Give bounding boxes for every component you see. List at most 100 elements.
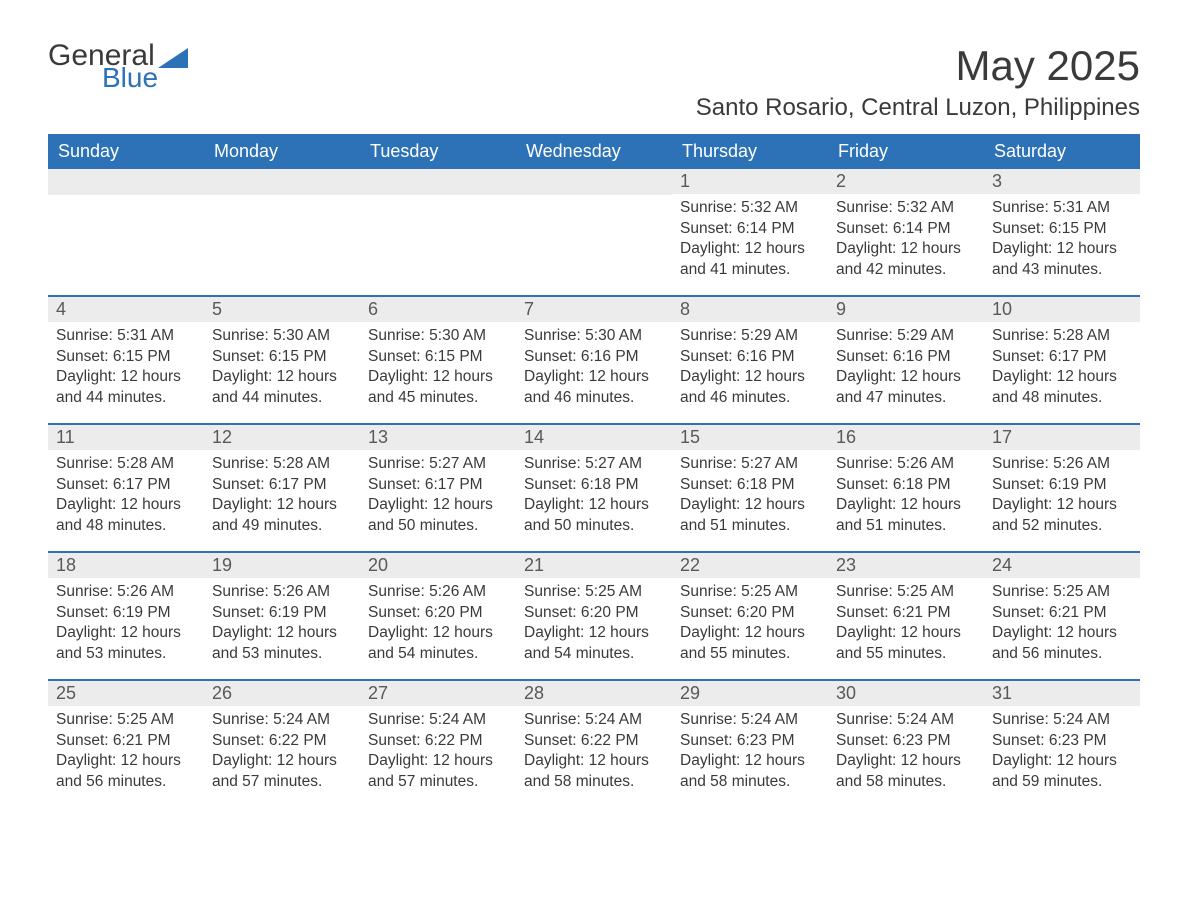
day-details: Sunrise: 5:26 AMSunset: 6:20 PMDaylight:… (360, 578, 516, 668)
day-details: Sunrise: 5:32 AMSunset: 6:14 PMDaylight:… (828, 194, 984, 284)
sunset-text: Sunset: 6:23 PM (992, 731, 1134, 751)
sunset-text: Sunset: 6:14 PM (680, 219, 822, 239)
day-number: 8 (672, 297, 828, 322)
calendar-header-cell: Sunday (48, 134, 204, 169)
daylight-text: Daylight: 12 hours and 53 minutes. (212, 623, 354, 664)
sunrise-text: Sunrise: 5:26 AM (212, 582, 354, 602)
day-number: 5 (204, 297, 360, 322)
sunrise-text: Sunrise: 5:24 AM (368, 710, 510, 730)
sunset-text: Sunset: 6:14 PM (836, 219, 978, 239)
calendar-day-cell: 7Sunrise: 5:30 AMSunset: 6:16 PMDaylight… (516, 297, 672, 423)
day-details: Sunrise: 5:25 AMSunset: 6:21 PMDaylight:… (828, 578, 984, 668)
calendar-header-cell: Monday (204, 134, 360, 169)
daylight-text: Daylight: 12 hours and 50 minutes. (524, 495, 666, 536)
daylight-text: Daylight: 12 hours and 58 minutes. (836, 751, 978, 792)
calendar-day-cell: 26Sunrise: 5:24 AMSunset: 6:22 PMDayligh… (204, 681, 360, 807)
daylight-text: Daylight: 12 hours and 46 minutes. (680, 367, 822, 408)
sunrise-text: Sunrise: 5:28 AM (992, 326, 1134, 346)
day-number: 14 (516, 425, 672, 450)
sunrise-text: Sunrise: 5:25 AM (56, 710, 198, 730)
sunset-text: Sunset: 6:18 PM (524, 475, 666, 495)
calendar-day-cell: 14 Sunrise: 5:27 AMSunset: 6:18 PMDayligh… (516, 425, 672, 551)
daylight-text: Daylight: 12 hours and 51 minutes. (680, 495, 822, 536)
daylight-text: Daylight: 12 hours and 51 minutes. (836, 495, 978, 536)
day-number: 6 (360, 297, 516, 322)
calendar-day-cell: 28Sunrise: 5:24 AMSunset: 6:22 PMDayligh… (516, 681, 672, 807)
daylight-text: Daylight: 12 hours and 41 minutes. (680, 239, 822, 280)
logo-text: General Blue (48, 42, 158, 90)
sunrise-text: Sunrise: 5:24 AM (524, 710, 666, 730)
calendar-day-cell (48, 169, 204, 295)
sunset-text: Sunset: 6:15 PM (368, 347, 510, 367)
sunset-text: Sunset: 6:23 PM (680, 731, 822, 751)
day-details: Sunrise: 5:24 AMSunset: 6:22 PMDaylight:… (516, 706, 672, 796)
sunrise-text: Sunrise: 5:26 AM (368, 582, 510, 602)
day-number: 1 (672, 169, 828, 194)
sunrise-text: Sunrise: 5:24 AM (992, 710, 1134, 730)
calendar-day-cell: 20Sunrise: 5:26 AMSunset: 6:20 PMDayligh… (360, 553, 516, 679)
day-number: 12 (204, 425, 360, 450)
page-subtitle: Santo Rosario, Central Luzon, Philippine… (48, 94, 1140, 122)
day-number: 18 (48, 553, 204, 578)
sunset-text: Sunset: 6:21 PM (56, 731, 198, 751)
day-details: Sunrise: 5:29 AMSunset: 6:16 PMDaylight:… (828, 322, 984, 412)
daylight-text: Daylight: 12 hours and 47 minutes. (836, 367, 978, 408)
daylight-text: Daylight: 12 hours and 45 minutes. (368, 367, 510, 408)
daylight-text: Daylight: 12 hours and 55 minutes. (836, 623, 978, 664)
sunrise-text: Sunrise: 5:29 AM (836, 326, 978, 346)
daylight-text: Daylight: 12 hours and 43 minutes. (992, 239, 1134, 280)
calendar-header-cell: Saturday (984, 134, 1140, 169)
sunrise-text: Sunrise: 5:27 AM (524, 454, 666, 474)
daylight-text: Daylight: 12 hours and 56 minutes. (992, 623, 1134, 664)
daylight-text: Daylight: 12 hours and 57 minutes. (212, 751, 354, 792)
daylight-text: Daylight: 12 hours and 44 minutes. (212, 367, 354, 408)
day-details: Sunrise: 5:28 AMSunset: 6:17 PMDaylight:… (204, 450, 360, 540)
calendar-week: 11Sunrise: 5:28 AMSunset: 6:17 PMDayligh… (48, 423, 1140, 551)
sunrise-text: Sunrise: 5:32 AM (836, 198, 978, 218)
day-number: 27 (360, 681, 516, 706)
calendar-day-cell: 8Sunrise: 5:29 AMSunset: 6:16 PMDaylight… (672, 297, 828, 423)
day-details: Sunrise: 5:24 AMSunset: 6:23 PMDaylight:… (984, 706, 1140, 796)
calendar-day-cell: 19Sunrise: 5:26 AMSunset: 6:19 PMDayligh… (204, 553, 360, 679)
calendar-day-cell: 6Sunrise: 5:30 AMSunset: 6:15 PMDaylight… (360, 297, 516, 423)
sunrise-text: Sunrise: 5:24 AM (836, 710, 978, 730)
day-number: 15 (672, 425, 828, 450)
daylight-text: Daylight: 12 hours and 52 minutes. (992, 495, 1134, 536)
sunrise-text: Sunrise: 5:26 AM (836, 454, 978, 474)
sunrise-text: Sunrise: 5:32 AM (680, 198, 822, 218)
sunrise-text: Sunrise: 5:28 AM (56, 454, 198, 474)
day-details: Sunrise: 5:25 AMSunset: 6:21 PMDaylight:… (984, 578, 1140, 668)
sunrise-text: Sunrise: 5:27 AM (680, 454, 822, 474)
calendar-day-cell: 29Sunrise: 5:24 AMSunset: 6:23 PMDayligh… (672, 681, 828, 807)
day-details: Sunrise: 5:25 AMSunset: 6:21 PMDaylight:… (48, 706, 204, 796)
calendar-day-cell: 13Sunrise: 5:27 AMSunset: 6:17 PMDayligh… (360, 425, 516, 551)
day-number: 29 (672, 681, 828, 706)
calendar-day-cell: 21Sunrise: 5:25 AMSunset: 6:20 PMDayligh… (516, 553, 672, 679)
day-details: Sunrise: 5:24 AMSunset: 6:23 PMDaylight:… (828, 706, 984, 796)
sunset-text: Sunset: 6:16 PM (524, 347, 666, 367)
sunset-text: Sunset: 6:21 PM (836, 603, 978, 623)
calendar-day-cell: 9Sunrise: 5:29 AMSunset: 6:16 PMDaylight… (828, 297, 984, 423)
sunrise-text: Sunrise: 5:26 AM (992, 454, 1134, 474)
daylight-text: Daylight: 12 hours and 48 minutes. (992, 367, 1134, 408)
day-details: Sunrise: 5:31 AMSunset: 6:15 PMDaylight:… (984, 194, 1140, 284)
day-details: Sunrise: 5:26 AMSunset: 6:18 PMDaylight:… (828, 450, 984, 540)
day-details: Sunrise: 5:30 AMSunset: 6:15 PMDaylight:… (204, 322, 360, 412)
sunrise-text: Sunrise: 5:30 AM (212, 326, 354, 346)
sunset-text: Sunset: 6:19 PM (212, 603, 354, 623)
sunset-text: Sunset: 6:15 PM (212, 347, 354, 367)
calendar-day-cell: 5Sunrise: 5:30 AMSunset: 6:15 PMDaylight… (204, 297, 360, 423)
day-number (48, 169, 204, 195)
calendar-header-cell: Tuesday (360, 134, 516, 169)
sunset-text: Sunset: 6:16 PM (836, 347, 978, 367)
day-number: 4 (48, 297, 204, 322)
day-number: 13 (360, 425, 516, 450)
day-number: 17 (984, 425, 1140, 450)
day-details: Sunrise: 5:24 AMSunset: 6:23 PMDaylight:… (672, 706, 828, 796)
sunset-text: Sunset: 6:17 PM (212, 475, 354, 495)
daylight-text: Daylight: 12 hours and 46 minutes. (524, 367, 666, 408)
sunset-text: Sunset: 6:22 PM (212, 731, 354, 751)
calendar-day-cell: 1 Sunrise: 5:32 AMSunset: 6:14 PMDaylight… (672, 169, 828, 295)
sunrise-text: Sunrise: 5:31 AM (56, 326, 198, 346)
day-number: 20 (360, 553, 516, 578)
